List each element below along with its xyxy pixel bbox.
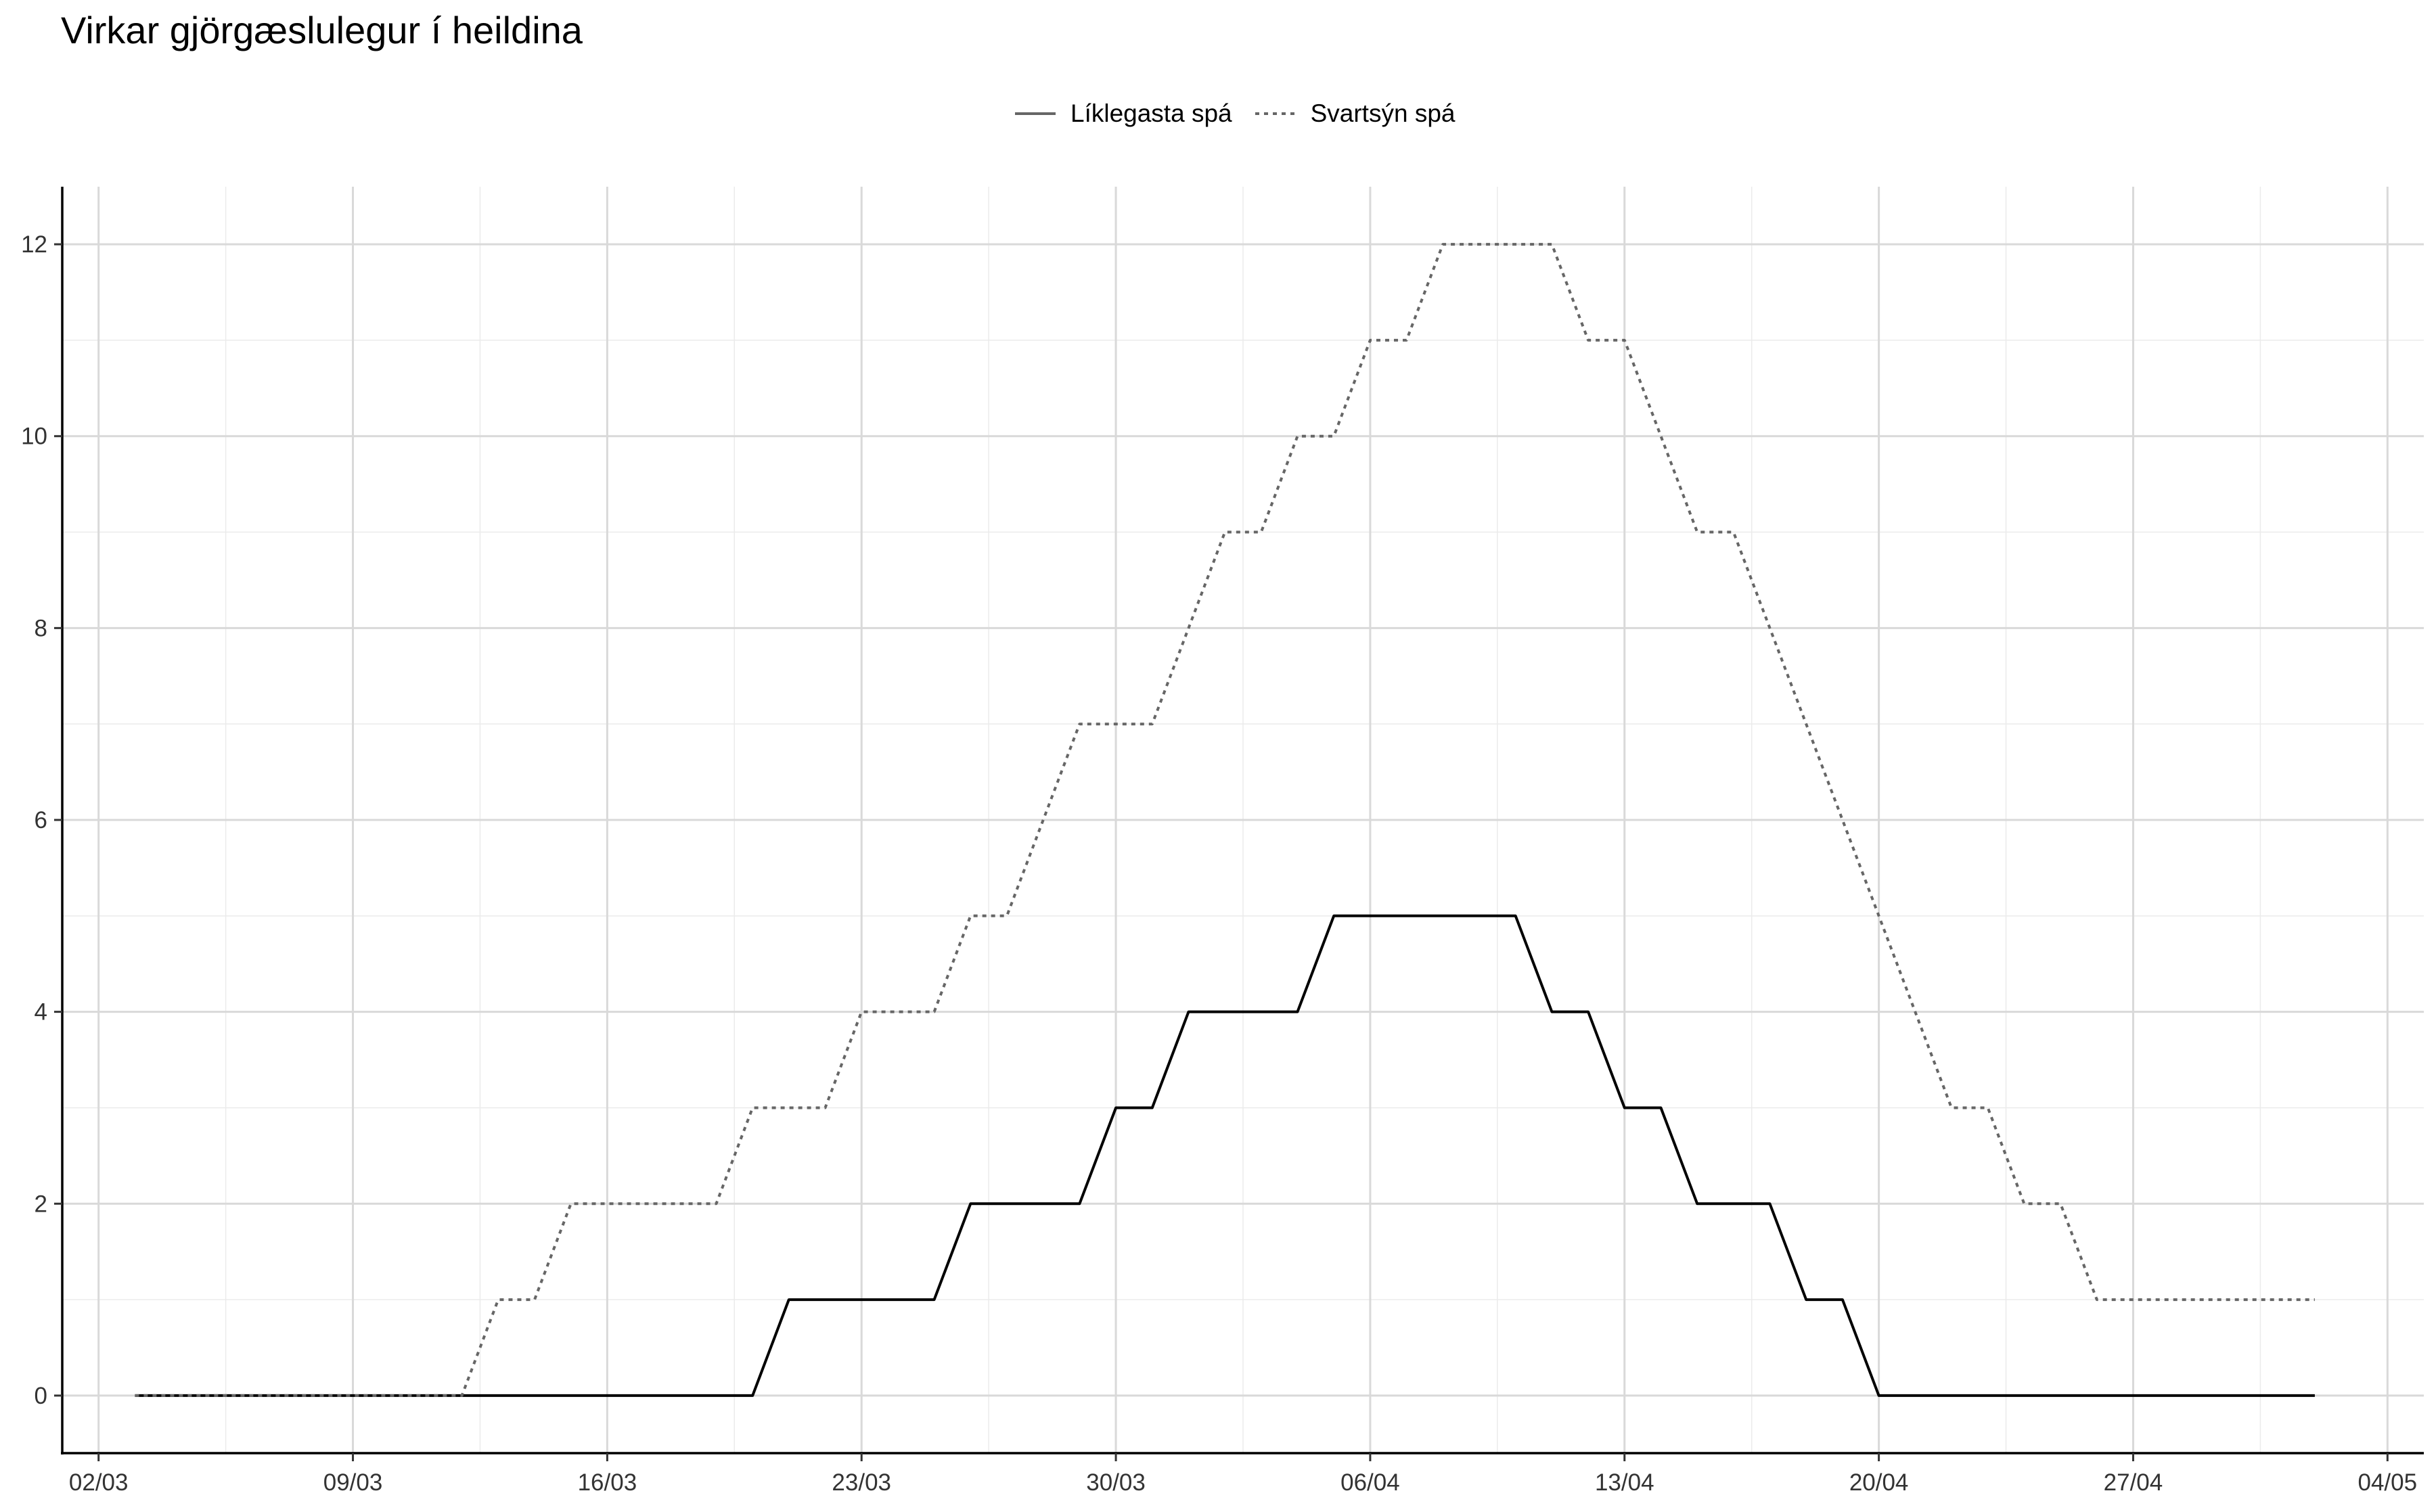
y-tick-label: 8: [35, 615, 47, 641]
y-tick-label: 12: [21, 231, 47, 258]
legend-label-most-likely: Líklegasta spá: [1070, 99, 1232, 127]
x-tick-label: 20/04: [1849, 1469, 1909, 1496]
x-tick-label: 06/04: [1340, 1469, 1400, 1496]
y-tick-label: 2: [35, 1191, 47, 1217]
chart-title: Virkar gjörgæslulegur í heildina: [61, 9, 583, 51]
legend-item-most-likely: Líklegasta spá: [1015, 99, 1232, 128]
legend-key-dotted-line-icon: [1255, 112, 1296, 115]
y-tick-label: 10: [21, 423, 47, 450]
x-tick-label: 09/03: [323, 1469, 383, 1496]
x-tick-label: 04/05: [2358, 1469, 2418, 1496]
x-tick-label: 02/03: [69, 1469, 129, 1496]
legend: Líklegasta spá Svartsýn spá: [1015, 93, 1478, 134]
series-line-most-likely: [135, 914, 2315, 1397]
x-tick-label: 13/04: [1595, 1469, 1654, 1496]
legend-label-pessimistic: Svartsýn spá: [1310, 99, 1456, 127]
y-tick-label: 0: [35, 1383, 47, 1409]
legend-item-pessimistic: Svartsýn spá: [1255, 99, 1456, 128]
y-tick-label: 4: [35, 999, 47, 1026]
x-tick-label: 30/03: [1086, 1469, 1146, 1496]
x-tick-label: 23/03: [832, 1469, 891, 1496]
x-tick-label: 27/04: [2104, 1469, 2163, 1496]
x-tick-label: 16/03: [578, 1469, 637, 1496]
y-tick-label: 6: [35, 807, 47, 833]
legend-key-solid-line-icon: [1015, 112, 1056, 115]
